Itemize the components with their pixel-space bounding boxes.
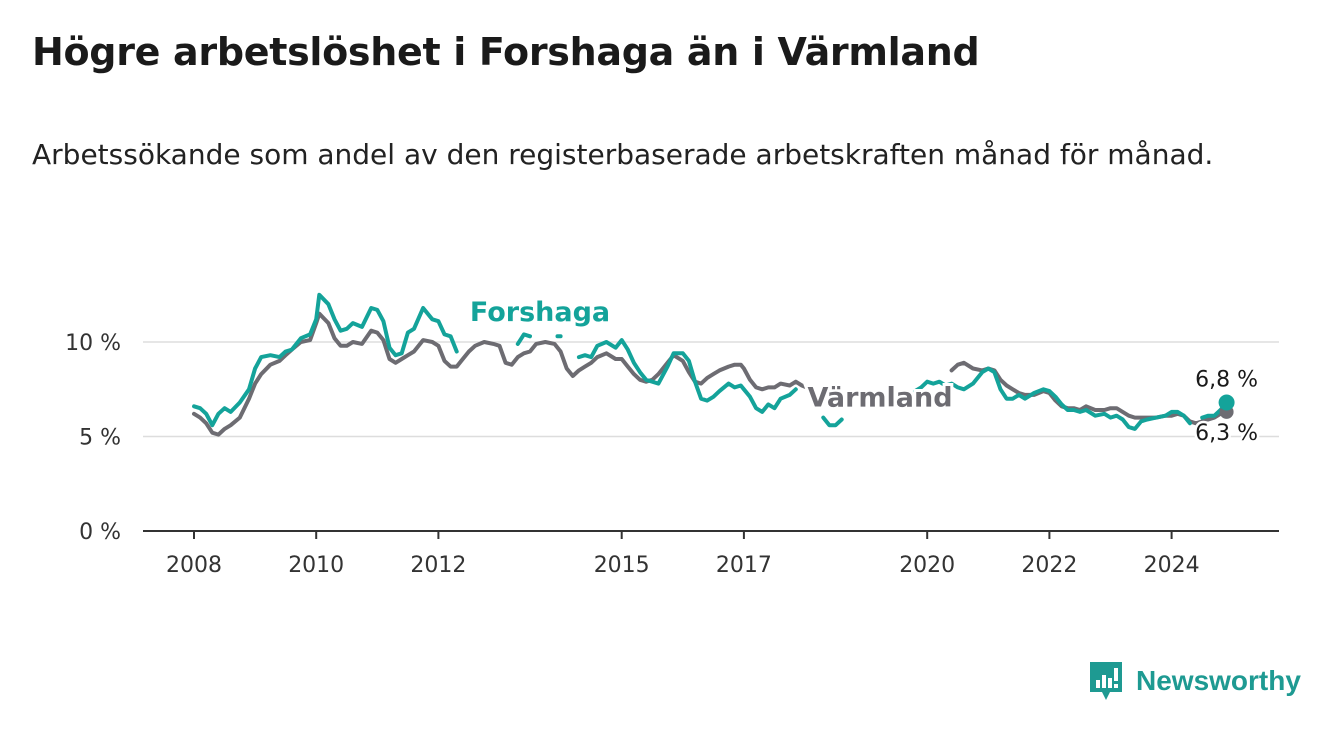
- series-label-forshaga: Forshaga: [470, 297, 610, 328]
- y-tick-label: 5 %: [79, 426, 121, 451]
- series-line-forshaga: [576, 338, 798, 414]
- x-tick-label: 2024: [1144, 553, 1200, 578]
- x-axis-ticks: 2008 2010 2012 2015 2017 2020 2022 2024: [166, 531, 1200, 578]
- x-tick-label: 2010: [288, 553, 344, 578]
- x-tick-label: 2012: [410, 553, 466, 578]
- series-lines: [192, 292, 1235, 437]
- series-line-forshaga: [192, 292, 459, 428]
- y-axis-ticks: 0 % 5 % 10 %: [65, 331, 121, 545]
- chart-title: Högre arbetslöshet i Forshaga än i Värml…: [32, 30, 980, 74]
- series-line-varmland: [192, 311, 814, 437]
- newsworthy-logo-icon: [1090, 662, 1122, 700]
- x-tick-label: 2020: [899, 553, 955, 578]
- series-line-forshaga: [515, 332, 532, 346]
- end-label-forshaga: 6,8 %: [1195, 367, 1258, 392]
- end-label-varmland: 6,3 %: [1195, 421, 1258, 446]
- x-tick-label: 2008: [166, 553, 222, 578]
- x-tick-label: 2015: [594, 553, 650, 578]
- x-tick-label: 2022: [1021, 553, 1077, 578]
- end-marker-forshaga: [1218, 394, 1235, 411]
- series-line-forshaga: [913, 366, 1192, 431]
- series-line-forshaga: [821, 415, 844, 428]
- series-label-varmland: Värmland: [807, 382, 952, 413]
- series-labels: Forshaga Värmland 6,8 % 6,3 %: [467, 294, 1261, 448]
- line-chart: 0 %5 %10 % 2008 2010 2012 2015 2017 2020 2022 2…: [65, 292, 1279, 578]
- y-tick-label: 10 %: [65, 331, 121, 356]
- gridlines: [143, 341, 1279, 532]
- chart-subtitle: Arbetssökande som andel av den registerb…: [32, 138, 1214, 171]
- x-tick-label: 2017: [716, 553, 772, 578]
- brand-name: Newsworthy: [1136, 665, 1301, 696]
- y-tick-label: 0 %: [79, 520, 121, 545]
- newsworthy-logo: Newsworthy: [1088, 660, 1301, 702]
